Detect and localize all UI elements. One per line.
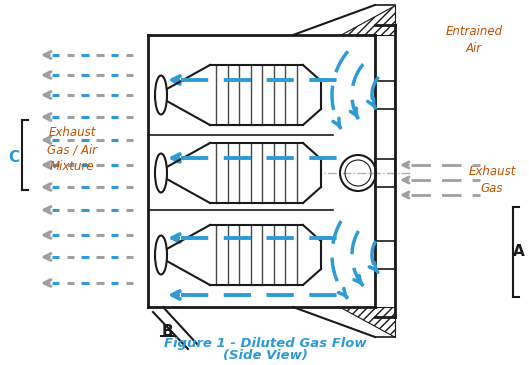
Polygon shape bbox=[303, 143, 321, 203]
Ellipse shape bbox=[155, 154, 167, 192]
Polygon shape bbox=[340, 307, 395, 337]
Text: Exhaust
Gas: Exhaust Gas bbox=[468, 165, 516, 195]
Bar bbox=[210, 143, 303, 203]
Polygon shape bbox=[340, 5, 395, 35]
Bar bbox=[210, 65, 303, 125]
Bar bbox=[210, 225, 303, 285]
Polygon shape bbox=[303, 225, 321, 285]
Ellipse shape bbox=[155, 76, 167, 115]
Text: Figure 1 - Diluted Gas Flow: Figure 1 - Diluted Gas Flow bbox=[163, 337, 366, 350]
Text: Exhaust
Gas / Air
Mixture: Exhaust Gas / Air Mixture bbox=[47, 127, 97, 173]
Text: Entrained
Air: Entrained Air bbox=[445, 25, 503, 55]
Text: (Side View): (Side View) bbox=[223, 349, 307, 361]
Text: B: B bbox=[161, 323, 173, 338]
Text: A: A bbox=[513, 245, 525, 260]
Text: C: C bbox=[8, 150, 20, 165]
Ellipse shape bbox=[155, 235, 167, 274]
Polygon shape bbox=[303, 65, 321, 125]
